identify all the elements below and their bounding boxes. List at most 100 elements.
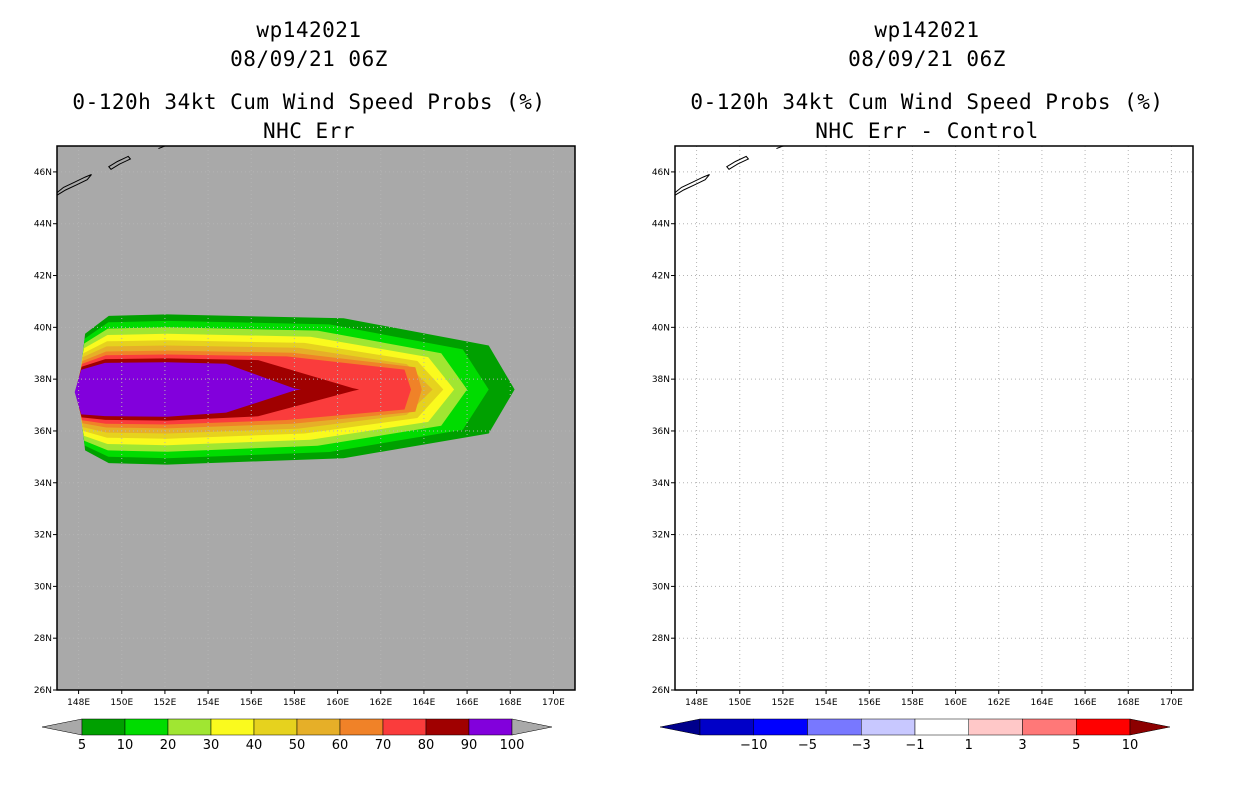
plot-background	[675, 146, 1193, 690]
x-tick-label: 148E	[685, 698, 708, 708]
gridlines	[675, 146, 1193, 691]
storm-id: wp142021	[256, 18, 362, 42]
colorbar-label: 5	[1072, 738, 1080, 753]
colorbar-segment	[1022, 718, 1077, 736]
colorbar-label: 10	[1122, 738, 1139, 753]
colorbar-label: 90	[461, 738, 478, 753]
x-tick-label: 158E	[283, 698, 306, 708]
x-tick-label: 156E	[858, 698, 881, 708]
y-tick-label: 44N	[34, 220, 52, 230]
colorbar-segment	[210, 718, 255, 736]
colorbar-label: −3	[852, 738, 871, 753]
colorbar-label: 5	[78, 738, 86, 753]
colorbar-segment	[81, 718, 126, 736]
x-tick-label: 156E	[240, 698, 263, 708]
colorbar-segment	[167, 718, 212, 736]
y-tick-label: 40N	[652, 323, 670, 333]
colorbar-start-arrow	[659, 718, 701, 736]
x-tick-label: 164E	[412, 698, 435, 708]
y-tick-label: 46N	[652, 168, 670, 178]
y-tick-label: 46N	[34, 168, 52, 178]
colorbar-label: 3	[1018, 738, 1026, 753]
colorbar-segment	[699, 718, 754, 736]
chart-svg: 148E 150E 152E 154E 156E 158E 160E 162E 164E 166E…	[652, 145, 1194, 753]
colorbar-segment	[339, 718, 384, 736]
colorbar-segment	[1076, 718, 1131, 736]
island-outline	[108, 155, 132, 170]
x-tick-label: 166E	[1074, 698, 1097, 708]
colorbar-start-arrow	[41, 718, 83, 736]
y-tick-label: 34N	[34, 479, 52, 489]
x-tick-label: 148E	[67, 698, 90, 708]
colorbar-segment	[296, 718, 341, 736]
colorbar-label: 70	[375, 738, 392, 753]
chart-svg: 148E 150E 152E 154E 156E 158E 160E 162E 164E 166E…	[34, 145, 576, 753]
colorbar-segment	[253, 718, 298, 736]
colorbar-label: 50	[289, 738, 306, 753]
colorbar-segment	[468, 718, 513, 736]
x-tick-label: 154E	[815, 698, 838, 708]
colorbar-segment	[124, 718, 169, 736]
storm-id: wp142021	[874, 18, 980, 42]
colorbar: −10 −5 −3 −1 1 3 5 10	[659, 718, 1171, 753]
colorbar-segment	[425, 718, 470, 736]
panel-nhc-err: wp142021 08/09/21 06Z 0-120h 34kt Cum Wi…	[34, 18, 576, 753]
x-tick-label: 152E	[153, 698, 176, 708]
y-tick-label: 40N	[34, 323, 52, 333]
chart-title: 0-120h 34kt Cum Wind Speed Probs (%)	[690, 90, 1164, 114]
colorbar-segment	[861, 718, 916, 736]
colorbar-segment	[968, 718, 1023, 736]
chart-subtitle: NHC Err	[262, 119, 355, 143]
y-tick-label: 32N	[652, 531, 670, 541]
colorbar: 5 10 20 30 40 50 60 70 80 90 100	[41, 718, 553, 753]
x-tick-label: 150E	[728, 698, 751, 708]
x-tick-label: 170E	[542, 698, 565, 708]
datetime: 08/09/21 06Z	[848, 47, 1006, 71]
x-tick-label: 162E	[369, 698, 392, 708]
colorbar-label: 100	[500, 738, 525, 753]
y-tick-label: 30N	[652, 582, 670, 592]
island-outline	[674, 174, 710, 197]
x-tick-label: 168E	[499, 698, 522, 708]
x-tick-label: 150E	[110, 698, 133, 708]
y-tick-label: 38N	[652, 375, 670, 385]
colorbar-label: 30	[203, 738, 220, 753]
colorbar-label: 80	[418, 738, 435, 753]
y-tick-label: 36N	[34, 427, 52, 437]
plot-frame	[674, 145, 1194, 691]
colorbar-segment	[753, 718, 808, 736]
colorbar-label: 10	[117, 738, 134, 753]
chart-subtitle: NHC Err - Control	[815, 119, 1039, 143]
colorbar-label: 20	[160, 738, 177, 753]
x-tick-label: 154E	[197, 698, 220, 708]
colorbar-label: −5	[798, 738, 817, 753]
y-tick-label: 26N	[652, 686, 670, 696]
island-outline	[56, 174, 92, 197]
colorbar-segment	[807, 718, 862, 736]
probability-field	[74, 314, 515, 465]
island-outline	[726, 155, 750, 170]
colorbar-end-arrow	[511, 718, 553, 736]
x-tick-label: 160E	[326, 698, 349, 708]
x-tick-label: 168E	[1117, 698, 1140, 708]
gridlines	[57, 146, 575, 691]
y-tick-label: 28N	[652, 634, 670, 644]
colorbar-end-arrow	[1129, 718, 1171, 736]
x-tick-label: 158E	[901, 698, 924, 708]
colorbar-segment	[914, 718, 969, 736]
x-tick-label: 152E	[771, 698, 794, 708]
contour-90	[74, 362, 301, 417]
chart-title: 0-120h 34kt Cum Wind Speed Probs (%)	[72, 90, 546, 114]
y-tick-label: 32N	[34, 531, 52, 541]
colorbar-label: 1	[965, 738, 973, 753]
y-tick-label: 30N	[34, 582, 52, 592]
colorbar-label: 60	[332, 738, 349, 753]
datetime: 08/09/21 06Z	[230, 47, 388, 71]
x-tick-label: 162E	[987, 698, 1010, 708]
colorbar-label: −10	[740, 738, 767, 753]
colorbar-label: −1	[905, 738, 924, 753]
x-tick-label: 164E	[1030, 698, 1053, 708]
y-tick-label: 42N	[652, 272, 670, 282]
y-tick-label: 42N	[34, 272, 52, 282]
y-tick-label: 38N	[34, 375, 52, 385]
